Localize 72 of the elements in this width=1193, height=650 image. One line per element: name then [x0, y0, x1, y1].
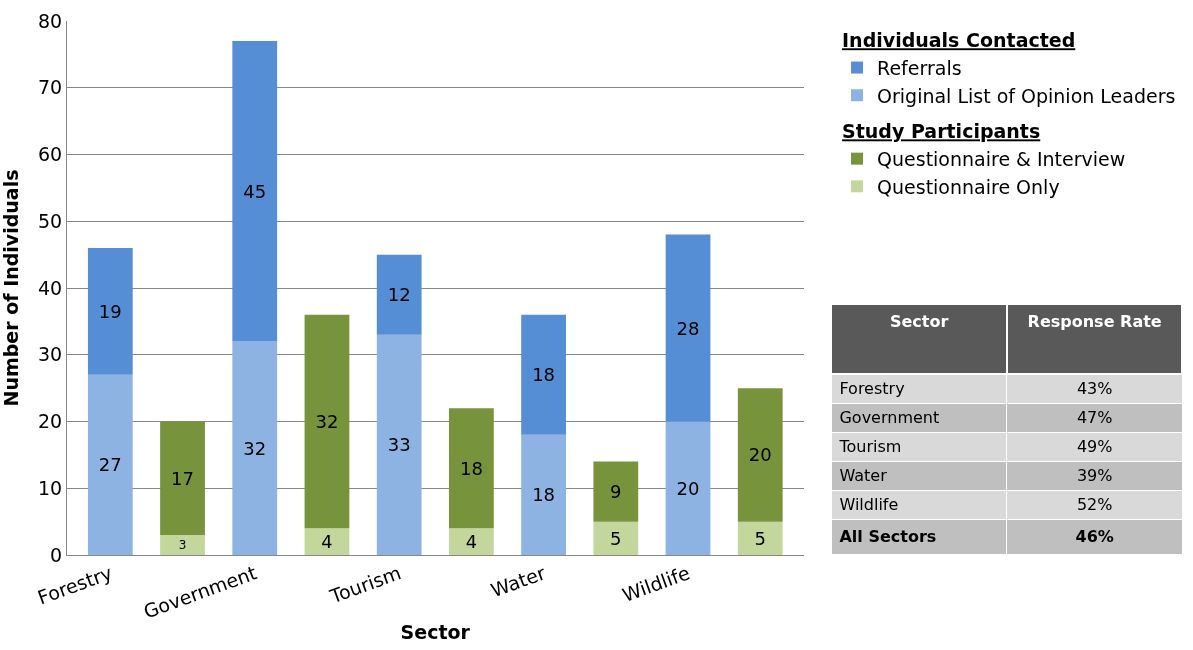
data-label: 28: [676, 317, 700, 339]
x-tick-label: Water: [487, 561, 549, 602]
text: 52%: [1076, 495, 1113, 515]
bar: [160, 421, 205, 535]
y-tick-label: 40: [38, 276, 63, 299]
bar: [737, 388, 783, 522]
bar: [737, 521, 783, 555]
data-label: 18: [532, 364, 556, 386]
bar: [665, 234, 711, 422]
legend-label: Questionnaire & Interview: [877, 148, 1126, 171]
data-label: 32: [243, 437, 267, 459]
y-tick-label: 10: [38, 476, 63, 499]
bar: [665, 421, 711, 555]
data-label: 27: [98, 454, 122, 476]
data-label: 5: [754, 527, 766, 549]
bar: [521, 434, 566, 555]
bar: [304, 528, 350, 555]
data-label: 32: [315, 411, 339, 432]
data-label: 20: [748, 444, 772, 466]
data-label: 9: [610, 481, 622, 503]
y-tick-label: 30: [38, 343, 63, 366]
bar: [232, 341, 278, 555]
text: 47%: [1076, 408, 1113, 428]
data-label: 33: [387, 434, 411, 456]
bar: [87, 247, 133, 375]
legend-label: Referrals: [877, 56, 962, 79]
data-label: 4: [465, 532, 478, 553]
bar: [593, 521, 639, 555]
category-label: Government: [839, 408, 940, 428]
category-label: Water: [839, 466, 888, 486]
data-label: 20: [676, 477, 700, 499]
data-label: 18: [532, 484, 556, 506]
category-label: Forestry: [839, 379, 905, 399]
data-label: 19: [98, 300, 122, 322]
x-axis-title: Sector: [400, 621, 471, 644]
legend-label: Original List of Opinion Leaders: [877, 84, 1176, 107]
y-tick-label: 70: [38, 76, 63, 99]
y-tick-label: 60: [38, 143, 63, 166]
text: 39%: [1076, 466, 1113, 486]
y-tick-label: 50: [38, 209, 63, 232]
bar: [376, 334, 422, 555]
y-axis-title: Number of Individuals: [0, 169, 22, 407]
bar: [521, 314, 566, 435]
text: Sector: [889, 312, 949, 332]
bar: [304, 314, 350, 529]
data-label: 3: [178, 538, 187, 553]
data-label: 12: [387, 284, 411, 306]
text: Individuals Contacted: [842, 29, 1076, 52]
data-label: 17: [171, 467, 194, 489]
bar: [449, 408, 494, 529]
category-label: Wildlife: [839, 495, 899, 515]
text: 43%: [1076, 379, 1113, 399]
y-tick-label: 80: [38, 9, 63, 32]
bar: [449, 528, 494, 555]
text: 49%: [1076, 437, 1113, 457]
bar: [160, 534, 205, 555]
y-tick-label: 0: [50, 543, 63, 566]
data-label: 45: [243, 180, 267, 202]
legend-label: Questionnaire Only: [877, 175, 1060, 198]
y-tick-label: 20: [38, 410, 63, 433]
bar: [232, 41, 278, 342]
text: Study Participants: [842, 120, 1041, 143]
text: Response Rate: [1027, 312, 1162, 332]
bar: [593, 461, 639, 522]
data-label: 18: [459, 457, 483, 479]
data-label: 5: [610, 527, 622, 549]
bar: [376, 254, 422, 335]
category-label: Tourism: [838, 437, 902, 457]
data-label: 4: [321, 532, 333, 553]
bar: [87, 374, 133, 555]
category-label: All Sectors: [839, 527, 937, 547]
text: 46%: [1075, 527, 1114, 547]
